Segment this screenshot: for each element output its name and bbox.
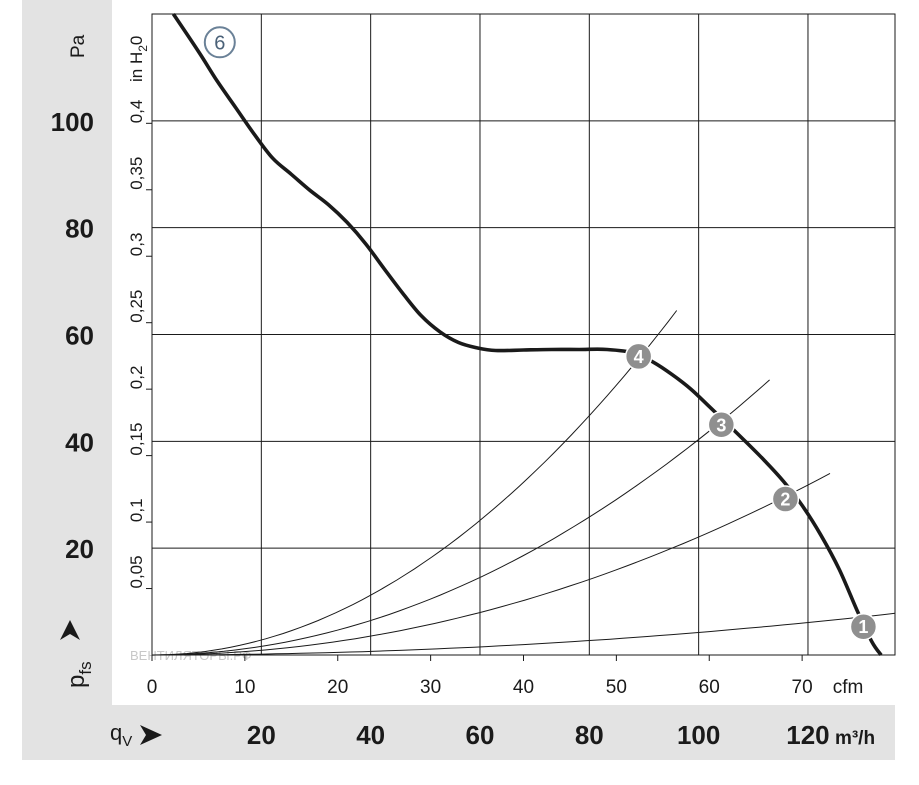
- y-axis-unit-inh2o: in H20: [127, 36, 150, 82]
- x-axis-unit-m3h: m³/h: [835, 728, 875, 749]
- operating-point-4: 4: [624, 342, 653, 371]
- cfm-tick-label: 0: [147, 677, 158, 698]
- operating-point-markers: 1 2 3 4 6: [203, 26, 878, 641]
- x-axis-unit-cfm: cfm: [833, 677, 864, 698]
- pa-tick-label: 40: [65, 427, 94, 457]
- tick-labels: 0 10 20 30 40 50 60 70 20 40 60 80 100 120 20 40 60 80 100…: [51, 100, 830, 750]
- inh2o-tick-label: 0,15: [127, 423, 146, 456]
- cfm-tick-label: 20: [327, 677, 348, 698]
- inh2o-tick-label: 0,35: [127, 157, 146, 190]
- bottom-axis-panel: [22, 705, 895, 760]
- cfm-tick-label: 70: [792, 677, 813, 698]
- y-axis-unit-pa: Pa: [68, 34, 89, 58]
- cfm-tick-label: 50: [606, 677, 627, 698]
- pa-tick-label: 20: [65, 534, 94, 564]
- cfm-tick-label: 40: [513, 677, 534, 698]
- x-axis-arrow: [140, 725, 162, 745]
- operating-point-label: 4: [634, 347, 644, 367]
- system-curves: [151, 310, 896, 656]
- operating-point-1: 1: [849, 612, 878, 641]
- system-curve-3: [151, 379, 770, 656]
- operating-point-circle: [849, 612, 878, 641]
- x-axis-symbol: qV: [110, 720, 132, 750]
- operating-point-label: 2: [780, 490, 790, 510]
- inh2o-tick-label: 0,4: [127, 100, 146, 124]
- cfm-tick-label: 60: [699, 677, 720, 698]
- pa-tick-label: 60: [65, 321, 94, 351]
- m3h-tick-label: 120: [786, 720, 829, 750]
- inh2o-tick-label: 0,2: [127, 366, 146, 390]
- inh2o-tick-label: 0,3: [127, 233, 146, 257]
- pa-tick-label: 80: [65, 214, 94, 244]
- cfm-tick-label: 30: [420, 677, 441, 698]
- m3h-tick-label: 20: [247, 720, 276, 750]
- operating-point-circle: [707, 411, 736, 439]
- curve-label-circle: [203, 26, 236, 59]
- curve-label-text: 6: [214, 32, 225, 54]
- m3h-tick-label: 60: [466, 720, 495, 750]
- curve-label-6: 6: [203, 26, 236, 59]
- inh2o-tick-label: 0,1: [127, 498, 146, 522]
- operating-point-circle: [624, 342, 653, 371]
- y-axis-symbol: pfs: [63, 661, 95, 688]
- operating-point-label: 3: [716, 415, 726, 435]
- m3h-tick-label: 100: [677, 720, 720, 750]
- fan-curve: [171, 13, 883, 657]
- cfm-tick-label: 10: [234, 677, 255, 698]
- inh2o-tick-label: 0,05: [127, 555, 146, 588]
- system-curve-4: [151, 310, 678, 656]
- inh2o-tick-label: 0,25: [127, 290, 146, 323]
- system-curve-1: [152, 612, 896, 656]
- y-axis-arrow: [60, 620, 80, 640]
- pa-tick-label: 100: [51, 107, 94, 137]
- performance-curves: [171, 13, 883, 657]
- system-curve-2: [151, 472, 831, 656]
- operating-point-3: 3: [707, 411, 736, 439]
- plot-grid: [151, 13, 896, 656]
- m3h-tick-label: 80: [575, 720, 604, 750]
- operating-point-label: 1: [858, 617, 868, 637]
- axis-titles: cfm m³/h qV Pa in H20 pfs: [60, 34, 875, 750]
- m3h-tick-label: 40: [356, 720, 385, 750]
- operating-point-2: 2: [771, 485, 800, 513]
- operating-point-circle: [771, 485, 800, 513]
